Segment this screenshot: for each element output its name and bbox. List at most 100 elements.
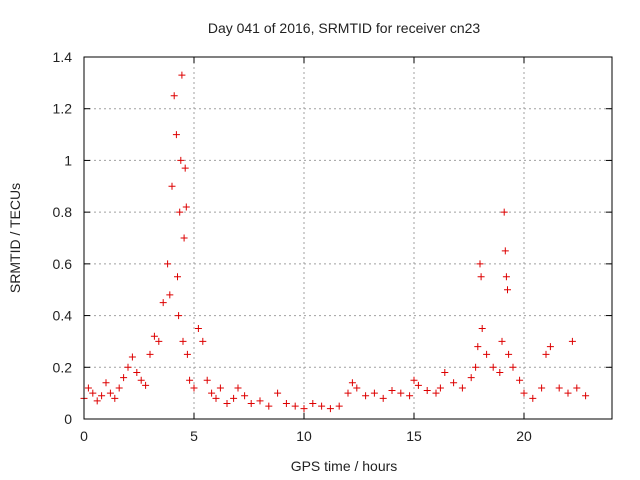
x-tick-label: 5 (190, 428, 198, 444)
data-point (423, 387, 431, 395)
data-point (142, 381, 150, 389)
data-point (573, 384, 581, 392)
y-tick-label: 0.6 (53, 256, 73, 272)
data-point (477, 273, 485, 281)
data-point (155, 337, 163, 345)
tick-labels: 0 5 10 15 20 0 0.2 0.4 0.6 0.8 1 1.2 1.4 (53, 49, 532, 444)
data-point (164, 260, 172, 268)
data-point (115, 384, 123, 392)
data-point (120, 374, 128, 382)
data-point (291, 402, 299, 410)
data-point (467, 374, 475, 382)
grid (84, 57, 612, 419)
data-point (529, 394, 537, 402)
y-tick-label: 1 (64, 152, 72, 168)
data-point (538, 384, 546, 392)
y-tick-label: 0 (64, 411, 72, 427)
data-point (216, 384, 224, 392)
data-point (177, 156, 185, 164)
data-point (397, 389, 405, 397)
chart-title: Day 041 of 2016, SRMTID for receiver cn2… (208, 20, 481, 36)
data-point (502, 273, 510, 281)
data-point (505, 350, 513, 358)
data-point (370, 389, 378, 397)
data-point (410, 376, 418, 384)
data-point (265, 402, 273, 410)
data-point (212, 394, 220, 402)
y-tick-label: 0.4 (53, 308, 73, 324)
data-point (483, 350, 491, 358)
y-axis-label: SRMTID / TECUs (7, 183, 23, 293)
plot-frame (83, 56, 613, 420)
data-point (388, 387, 396, 395)
data-point (247, 399, 255, 407)
x-axis-label: GPS time / hours (291, 458, 398, 474)
data-point (476, 260, 484, 268)
data-point (582, 392, 590, 400)
data-point (146, 350, 154, 358)
data-point (520, 389, 528, 397)
data-point (203, 376, 211, 384)
data-point (406, 392, 414, 400)
data-point (133, 368, 141, 376)
data-point (223, 399, 231, 407)
data-point (190, 384, 198, 392)
data-point (172, 131, 180, 139)
data-point (256, 397, 264, 405)
data-point (309, 399, 317, 407)
data-point (344, 389, 352, 397)
data-point (179, 337, 187, 345)
data-point (500, 208, 508, 216)
data-point (208, 389, 216, 397)
data-point (436, 384, 444, 392)
data-point (348, 379, 356, 387)
data-point (178, 71, 186, 79)
data-point (230, 394, 238, 402)
data-point (472, 363, 480, 371)
data-point (234, 384, 242, 392)
data-point (474, 343, 482, 351)
data-point (159, 299, 167, 307)
data-point (326, 405, 334, 413)
data-point (89, 389, 97, 397)
x-tick-label: 15 (406, 428, 422, 444)
data-point (170, 92, 178, 100)
data-point (432, 389, 440, 397)
x-tick-label: 0 (80, 428, 88, 444)
data-point (489, 363, 497, 371)
data-point (335, 402, 343, 410)
data-point (450, 379, 458, 387)
data-point (282, 399, 290, 407)
data-point (496, 368, 504, 376)
data-point (183, 350, 191, 358)
data-point (555, 384, 563, 392)
data-point (498, 337, 506, 345)
data-points (80, 71, 590, 413)
data-point (379, 394, 387, 402)
data-point (318, 402, 326, 410)
data-point (516, 376, 524, 384)
data-point (124, 363, 132, 371)
data-point (102, 379, 110, 387)
data-point (98, 392, 106, 400)
data-point (84, 384, 92, 392)
data-point (546, 343, 554, 351)
data-point (509, 363, 517, 371)
data-point (568, 337, 576, 345)
x-tick-label: 10 (296, 428, 312, 444)
data-point (241, 392, 249, 400)
x-tick-label: 20 (516, 428, 532, 444)
data-point (542, 350, 550, 358)
data-point (182, 203, 190, 211)
data-point (168, 182, 176, 190)
y-tick-label: 1.2 (53, 101, 73, 117)
data-point (181, 164, 189, 172)
data-point (458, 384, 466, 392)
data-point (353, 384, 361, 392)
data-point (194, 325, 202, 332)
data-point (300, 405, 308, 413)
data-point (478, 325, 486, 332)
data-point (111, 394, 119, 402)
